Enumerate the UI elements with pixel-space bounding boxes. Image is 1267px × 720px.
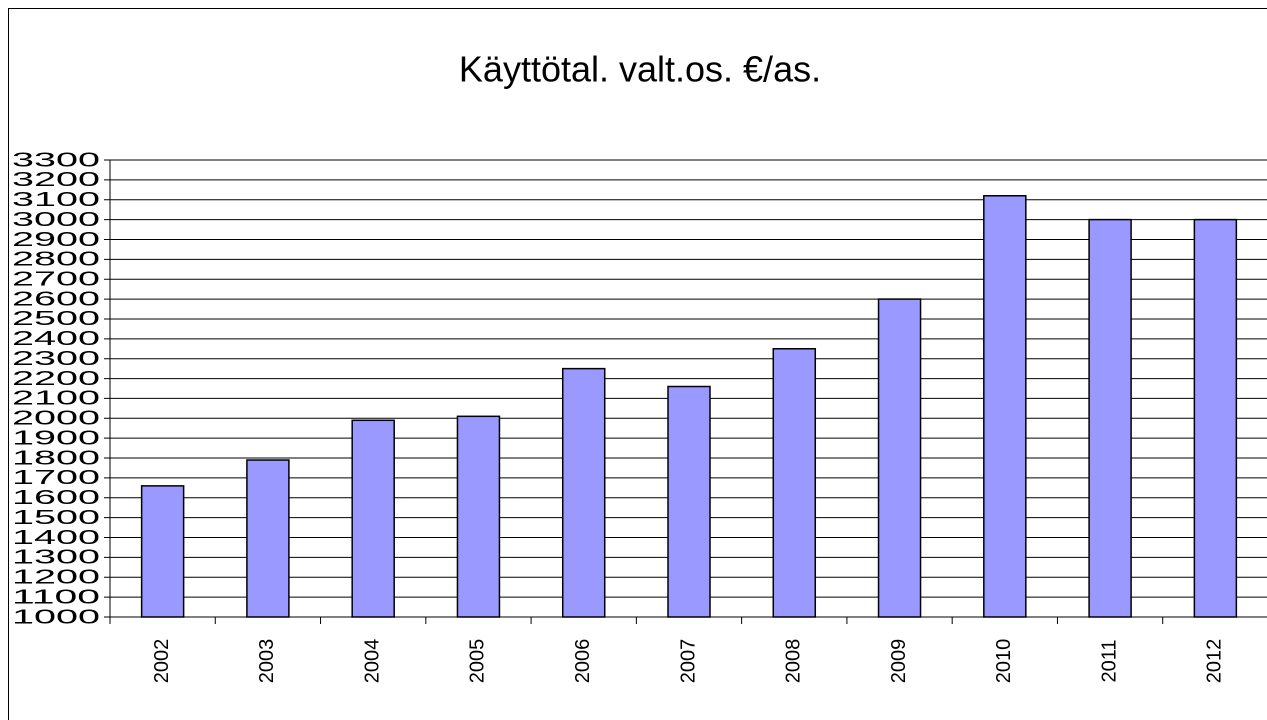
- y-tick-label: 1400: [12, 527, 100, 549]
- x-tick-label: 2010: [993, 639, 1015, 684]
- bar: [1193, 218, 1238, 618]
- x-tick-label: 2003: [256, 639, 278, 684]
- y-tick-label: 1500: [12, 507, 100, 529]
- y-tick-label: 3100: [12, 189, 100, 211]
- bar: [983, 195, 1027, 618]
- x-tick-label: 2004: [361, 639, 383, 684]
- y-tick-label: 1100: [12, 586, 100, 608]
- x-tick-label: 2008: [783, 639, 805, 684]
- y-tick-label: 2900: [12, 229, 100, 251]
- y-tick-label: 3200: [12, 169, 100, 191]
- bar: [772, 348, 817, 618]
- bar: [667, 385, 711, 618]
- x-tick-label: 2007: [677, 639, 699, 684]
- x-tick-label: 2005: [467, 639, 489, 684]
- y-tick-label: 2200: [12, 368, 100, 390]
- y-tick-label: 3000: [12, 209, 100, 231]
- bar: [1088, 218, 1132, 618]
- y-tick-label: 1300: [12, 547, 100, 569]
- y-tick-label: 1000: [12, 606, 100, 628]
- y-tick-label: 1700: [12, 467, 100, 489]
- y-tick-label: 2000: [12, 408, 100, 430]
- x-tick-label: 2006: [572, 639, 594, 684]
- y-tick-label: 3300: [12, 149, 100, 171]
- y-tick-label: 2400: [12, 328, 100, 350]
- x-tick-label: 2002: [151, 639, 173, 684]
- y-tick-label: 1800: [12, 447, 100, 469]
- y-tick-label: 1600: [12, 487, 100, 509]
- y-tick-label: 2800: [12, 249, 100, 271]
- y-tick-label: 2300: [12, 348, 100, 370]
- bar: [561, 367, 606, 618]
- y-tick-label: 2100: [12, 388, 100, 410]
- bar: [246, 459, 290, 618]
- x-tick-label: 2011: [1098, 639, 1120, 682]
- y-tick-label: 2700: [12, 268, 100, 290]
- y-tick-label: 2600: [12, 288, 100, 310]
- chart-title: Käyttötal. valt.os. €/as.: [459, 49, 821, 90]
- bar: [877, 298, 922, 618]
- bar: [140, 485, 185, 618]
- x-tick-label: 2012: [1204, 639, 1226, 684]
- y-tick-label: 2500: [12, 308, 100, 330]
- y-tick-label: 1900: [12, 427, 100, 449]
- chart-border: [8, 8, 1267, 720]
- bar: [456, 415, 501, 618]
- bar: [351, 419, 395, 618]
- x-tick-label: 2009: [888, 639, 910, 684]
- y-tick-label: 1200: [12, 567, 100, 589]
